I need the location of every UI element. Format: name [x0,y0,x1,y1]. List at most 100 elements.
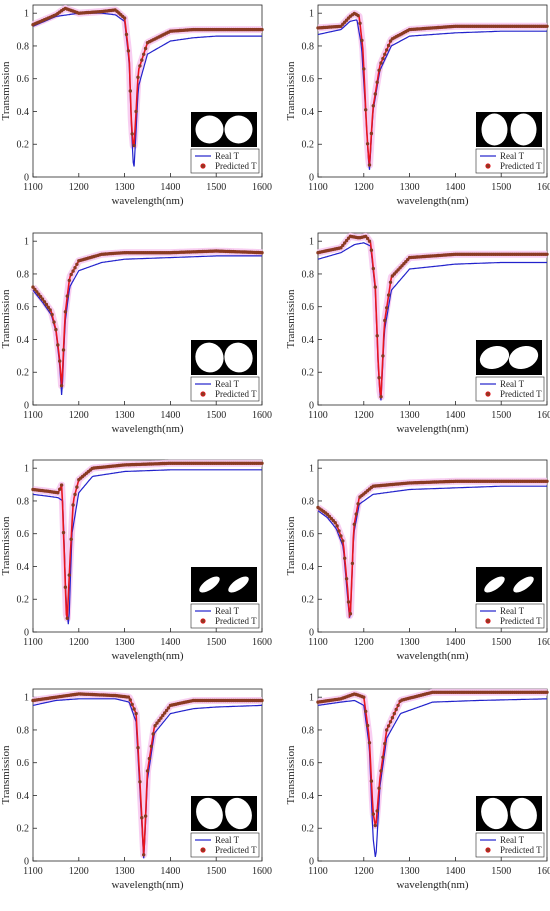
legend-label-real-t: Real T [500,379,525,389]
predicted-t-point [373,823,377,828]
predicted-t-point [143,814,148,818]
y-tick-label: 0.4 [302,562,315,573]
predicted-t-point [35,290,39,294]
y-tick-label: 0.6 [302,302,315,313]
predicted-t-point [59,483,64,487]
x-axis-label: wavelength(nm) [396,879,468,891]
y-tick-label: 0 [309,401,314,412]
predicted-t-point [358,21,362,25]
chart-panel-row2-right: 0 0.2 0.4 0.6 0.8 1 1100 1200 1300 1400 1500 1600 wa… [285,232,550,435]
legend-label-real-t: Real T [215,151,240,161]
legend-swatch-predicted-t [485,163,491,169]
y-axis-label: Transmission [285,61,297,120]
legend-swatch-predicted-t [200,847,206,853]
predicted-t-point [163,711,167,715]
chart-panel-row2-left: 0 0.2 0.4 0.6 0.8 1 1100 1200 1300 1400 1500 1600 wa… [0,232,272,435]
x-axis-label: wavelength(nm) [111,650,183,662]
legend-label-predicted-t: Predicted T [500,389,542,399]
legend-label-real-t: Real T [215,379,240,389]
y-axis-label: Transmission [285,289,297,348]
predicted-t-point [260,698,264,703]
y-tick-label: 0.6 [302,758,315,769]
predicted-t-point [341,243,345,248]
legend-box [475,832,545,858]
predicted-t-point [354,512,358,516]
predicted-t-point [46,305,50,309]
x-tick-label: 1100 [308,866,328,877]
predicted-t-point [52,320,56,324]
predicted-t-point [335,524,339,528]
x-tick-label: 1400 [445,410,465,421]
legend-box [190,832,260,858]
x-tick-label: 1400 [445,866,465,877]
predicted-t-point [392,711,396,716]
predicted-t-point [126,49,131,53]
y-tick-label: 0.8 [17,41,30,52]
predicted-t-point [365,236,370,241]
x-tick-label: 1200 [354,637,374,648]
predicted-t-point [346,600,351,604]
predicted-t-point [159,716,163,720]
predicted-t-point [48,308,52,312]
y-axis-label: Transmission [0,516,12,575]
predicted-t-point [386,43,391,48]
predicted-t-point [545,24,549,28]
predicted-t-point [385,728,389,732]
predicted-t-point [122,16,127,20]
x-tick-label: 1400 [160,182,180,193]
predicted-t-point [132,143,136,148]
predicted-t-point [71,269,75,273]
plot-frame [317,232,548,406]
predicted-t-point [69,272,73,277]
predicted-t-point [352,522,356,526]
predicted-t-point [377,68,381,73]
plot-frame [32,4,263,178]
x-tick-label: 1600 [252,410,272,421]
x-tick-label: 1600 [537,637,550,648]
predicted-t-point [367,239,372,243]
ellipse-shape [224,115,253,144]
x-tick-label: 1500 [491,410,511,421]
predicted-t-point [260,27,264,32]
y-tick-label: 0.4 [17,791,30,802]
predicted-t-point [61,348,66,352]
predicted-t-point [350,561,355,566]
predicted-t-point [379,61,383,65]
y-tick-label: 0 [309,628,314,639]
legend-label-predicted-t: Predicted T [215,389,257,399]
x-tick-label: 1600 [537,410,550,421]
ellipse-shape [224,342,253,373]
x-tick-label: 1400 [445,637,465,648]
predicted-t-point [138,64,142,68]
chart-panel-row4-left: 0 0.2 0.4 0.6 0.8 1 1100 1200 1300 1400 1500 1600 wa… [0,688,272,891]
x-axis-label: wavelength(nm) [396,650,468,662]
predicted-t-point [67,278,72,283]
predicted-t-point [65,616,70,620]
y-tick-label: 0.8 [302,496,315,507]
predicted-t-point [545,690,549,694]
predicted-t-point [61,530,66,535]
x-tick-label: 1500 [491,637,511,648]
y-tick-label: 0 [24,401,29,412]
predicted-t-point [343,556,347,560]
y-tick-label: 0.8 [17,269,30,280]
ellipse-shape [195,342,224,373]
y-tick-label: 1 [309,693,314,704]
predicted-t-point [381,56,385,61]
ellipse-shape [199,576,220,593]
y-tick-label: 0.4 [17,562,30,573]
series-real-t-line [317,242,547,401]
predicted-t-point [142,52,146,56]
predicted-t-point [73,492,77,497]
predicted-t-point [379,769,383,773]
predicted-t-point [145,769,150,773]
y-tick-label: 0.6 [17,758,30,769]
x-tick-label: 1600 [252,637,272,648]
legend-label-predicted-t: Predicted T [215,845,257,855]
predicted-t-point [130,702,134,707]
y-tick-label: 0.2 [17,368,30,379]
predicted-t-point [67,573,72,577]
predicted-t-point [383,741,387,746]
predicted-t-point [134,109,138,114]
